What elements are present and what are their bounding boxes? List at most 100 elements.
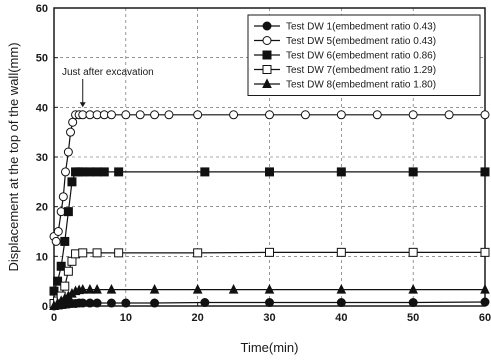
- data-point: [121, 298, 131, 308]
- series-3: [49, 167, 490, 296]
- legend-label: Test DW 8(embedment ratio 1.80): [286, 80, 436, 91]
- y-tick-label: 30: [36, 152, 48, 164]
- data-point: [77, 283, 88, 294]
- data-point: [63, 207, 73, 217]
- data-point: [372, 110, 382, 120]
- data-point: [85, 283, 95, 294]
- data-point: [135, 110, 145, 120]
- data-point: [300, 110, 310, 120]
- data-point: [92, 298, 102, 308]
- x-tick-label: 60: [479, 312, 491, 324]
- data-point: [63, 147, 73, 157]
- x-axis-title: Time(min): [240, 340, 298, 355]
- legend-marker: [262, 50, 272, 60]
- data-point: [265, 167, 274, 177]
- legend-marker: [262, 65, 272, 74]
- data-point: [63, 266, 73, 276]
- data-point: [408, 298, 418, 308]
- data-point: [200, 167, 210, 177]
- series-2: [49, 110, 490, 246]
- y-tick-label: 40: [36, 102, 48, 114]
- y-tick-label: 10: [36, 251, 48, 263]
- data-point: [150, 110, 160, 120]
- x-tick-label: 10: [120, 312, 132, 324]
- data-point: [336, 283, 347, 294]
- x-tick-label: 50: [407, 312, 419, 324]
- data-point: [336, 167, 346, 177]
- series-5: [49, 283, 490, 310]
- data-point: [336, 110, 346, 120]
- series-1: [49, 297, 490, 311]
- data-point: [336, 298, 346, 308]
- data-point: [480, 110, 490, 120]
- data-point: [192, 283, 203, 294]
- y-tick-label: 20: [36, 202, 48, 214]
- annotation-label: Just after excavation: [62, 67, 154, 78]
- data-point: [408, 167, 418, 177]
- data-point: [92, 283, 102, 294]
- legend-label: Test DW 6(embedment ratio 0.86): [286, 51, 436, 62]
- data-point: [121, 110, 131, 120]
- data-point: [67, 177, 77, 187]
- data-point: [68, 117, 78, 127]
- legend-entry-4: Test DW 7(embedment ratio 1.29): [254, 65, 436, 76]
- legend-entry-2: Test DW 5(embedment ratio 0.43): [254, 36, 436, 47]
- legend-entry-5: Test DW 8(embedment ratio 1.80): [254, 78, 436, 91]
- x-tick-label: 40: [335, 312, 347, 324]
- data-point: [193, 110, 203, 120]
- data-point: [408, 247, 418, 257]
- data-point: [229, 110, 239, 120]
- legend-entry-1: Test DW 1(embedment ratio 0.43): [254, 21, 436, 33]
- legend-marker: [262, 21, 272, 31]
- data-point: [408, 110, 418, 120]
- legend-entry-3: Test DW 6(embedment ratio 0.86): [254, 50, 436, 62]
- annotation-arrowhead: [79, 102, 86, 108]
- data-point: [60, 236, 70, 246]
- data-point: [265, 110, 274, 120]
- data-point: [150, 298, 160, 308]
- data-point: [106, 283, 117, 294]
- data-point: [56, 261, 66, 271]
- data-point: [114, 167, 124, 177]
- data-point: [149, 283, 160, 294]
- data-point: [66, 127, 76, 137]
- data-point: [228, 283, 239, 294]
- data-point: [164, 110, 174, 120]
- data-point: [265, 298, 274, 308]
- series-layer: [49, 110, 490, 311]
- y-tick-label: 0: [42, 301, 48, 313]
- data-point: [480, 247, 490, 257]
- data-point: [193, 248, 203, 258]
- legend-marker: [262, 78, 272, 88]
- y-tick-label: 50: [36, 53, 48, 65]
- data-point: [264, 283, 275, 294]
- data-point: [58, 192, 68, 202]
- data-point: [265, 247, 274, 257]
- data-point: [53, 276, 63, 286]
- x-tick-label: 30: [263, 312, 275, 324]
- legend: Test DW 1(embedment ratio 0.43) Test DW 5…: [247, 14, 481, 96]
- data-point: [480, 167, 490, 177]
- data-point: [106, 298, 116, 308]
- data-point: [51, 236, 61, 246]
- annotation: Just after excavation: [62, 67, 154, 108]
- data-point: [106, 110, 116, 120]
- legend-label: Test DW 5(embedment ratio 0.43): [286, 36, 436, 47]
- data-point: [114, 248, 124, 258]
- legend-label: Test DW 7(embedment ratio 1.29): [286, 65, 436, 76]
- data-point: [67, 256, 77, 266]
- x-tick-label: 0: [51, 312, 57, 324]
- data-point: [92, 248, 102, 258]
- legend-box: [247, 14, 481, 96]
- y-axis-title: Displacement at the top of the wall(mm): [6, 42, 21, 271]
- data-point: [53, 227, 63, 236]
- data-point: [60, 167, 70, 177]
- data-point: [200, 298, 210, 308]
- data-point: [336, 247, 346, 257]
- data-point: [444, 110, 454, 120]
- legend-label: Test DW 1(embedment ratio 0.43): [286, 22, 436, 33]
- data-point: [49, 286, 59, 296]
- y-tick-label: 60: [36, 3, 48, 15]
